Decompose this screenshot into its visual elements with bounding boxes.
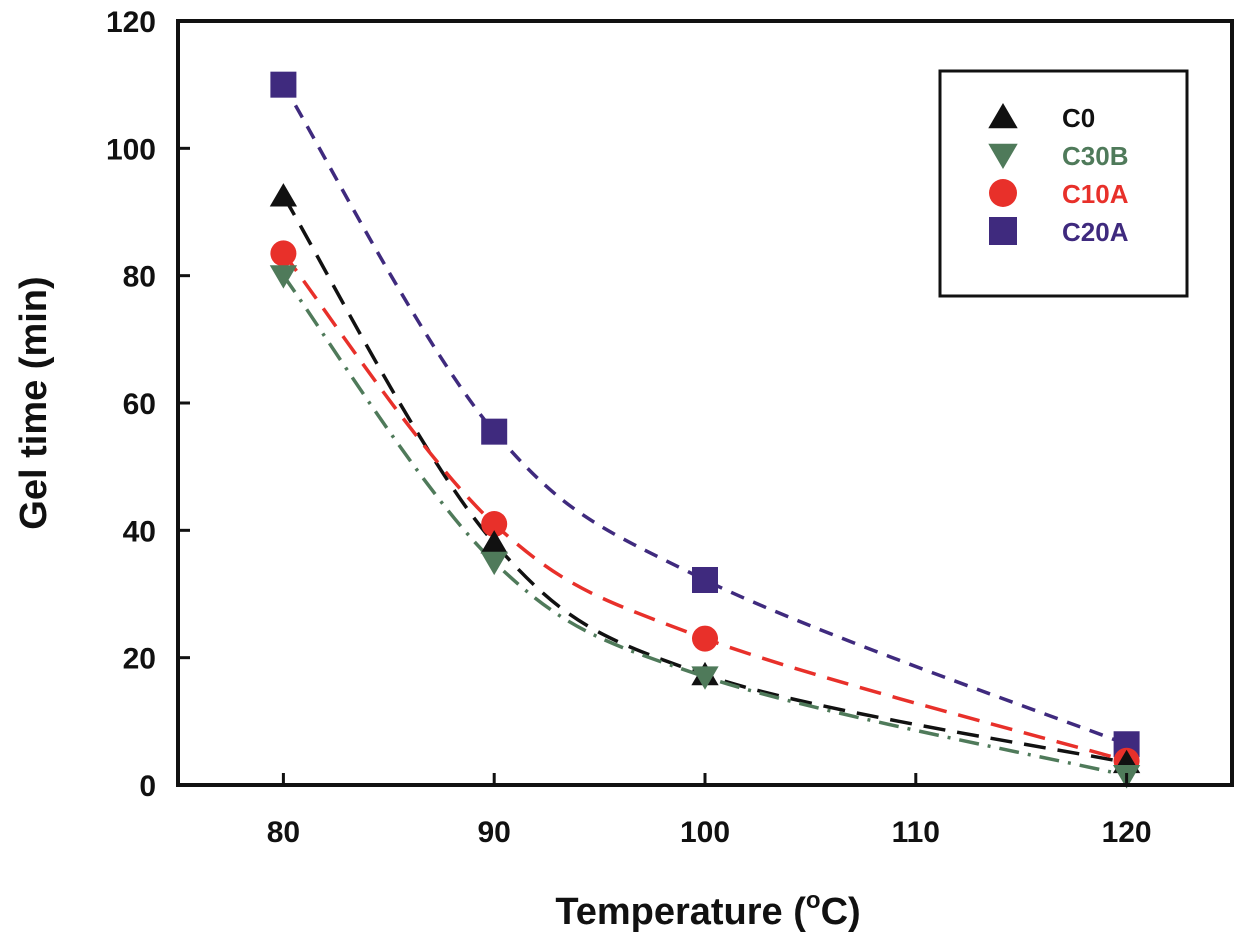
x-axis-title: Temperature (oC) xyxy=(555,887,860,933)
data-point-c10a xyxy=(481,510,508,537)
legend-label: C0 xyxy=(1062,103,1095,133)
square-marker-icon xyxy=(989,217,1017,245)
x-tick-label: 80 xyxy=(267,816,300,849)
legend-item-c20a: C20A xyxy=(989,217,1129,247)
y-tick-label: 20 xyxy=(123,643,156,676)
x-tick-label: 120 xyxy=(1102,816,1152,849)
series-line-c10a xyxy=(282,252,1128,763)
data-point-c20a xyxy=(481,418,508,445)
y-tick-label: 60 xyxy=(123,388,156,421)
triangle-down-marker-icon xyxy=(988,143,1018,169)
data-point-c20a xyxy=(270,71,297,98)
data-point-c10a xyxy=(270,240,297,267)
circle-marker-icon xyxy=(989,179,1017,207)
legend-item-c30b: C30B xyxy=(988,141,1128,171)
data-point-c0 xyxy=(480,530,508,554)
legend-item-c0: C0 xyxy=(988,103,1095,133)
series-markers xyxy=(269,71,1141,789)
y-tick-label: 80 xyxy=(123,261,156,294)
data-point-c30b xyxy=(480,551,508,576)
y-tick-label: 100 xyxy=(106,133,156,166)
x-tick-label: 90 xyxy=(478,816,511,849)
legend-label: C10A xyxy=(1062,179,1129,209)
data-point-c30b xyxy=(269,265,298,289)
legend-label: C30B xyxy=(1062,141,1128,171)
data-point-c30b xyxy=(691,666,719,690)
x-axis-title-main: Temperature ( xyxy=(555,891,806,933)
data-point-c20a xyxy=(692,566,718,593)
data-point-c0 xyxy=(269,183,298,207)
series-line-c30b xyxy=(281,274,1127,778)
legend-box xyxy=(938,69,1189,298)
y-tick-label: 120 xyxy=(106,6,156,39)
legend: C0 C30B C10A C20A xyxy=(938,69,1189,298)
x-tick-label: 100 xyxy=(680,816,730,849)
y-axis-title: Gel time (min) xyxy=(13,276,55,529)
axis-ticks xyxy=(178,146,1129,785)
legend-label: C20A xyxy=(1062,217,1129,247)
y-tick-label: 40 xyxy=(123,515,156,548)
triangle-up-marker-icon xyxy=(988,103,1018,129)
series-line-c0 xyxy=(281,195,1127,765)
x-tick-label: 110 xyxy=(892,816,940,849)
series-curves xyxy=(281,83,1128,778)
data-point-c10a xyxy=(692,625,718,652)
series-line-c20a xyxy=(281,83,1128,746)
legend-item-c10a: C10A xyxy=(989,179,1129,209)
y-tick-label: 0 xyxy=(139,770,156,803)
x-axis-title-unit: C) xyxy=(821,891,861,933)
x-axis-title-degree: o xyxy=(806,887,821,914)
axis-tick-labels: 0 20 40 60 80 100 120 80 90 100 110 120 xyxy=(106,6,1152,849)
